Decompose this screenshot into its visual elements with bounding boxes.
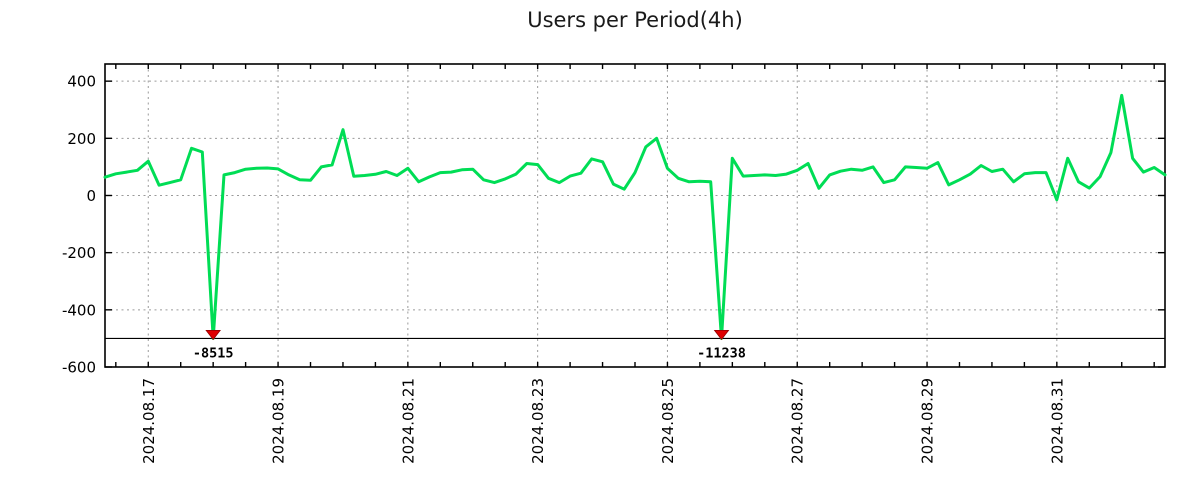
x-tick-label: 2024.08.27 xyxy=(789,378,807,464)
y-tick-label: -400 xyxy=(62,301,96,319)
plot-border xyxy=(104,63,1166,368)
x-tick-label: 2024.08.31 xyxy=(1048,378,1066,464)
dip-value-label: -8515 xyxy=(193,345,234,361)
dip-value-label: -11238 xyxy=(697,345,746,361)
y-tick-label: 0 xyxy=(86,187,96,205)
x-tick-label: 2024.08.21 xyxy=(399,378,417,464)
dip-marker xyxy=(205,330,221,341)
x-tick-label: 2024.08.23 xyxy=(529,378,547,464)
y-tick-label: -200 xyxy=(62,244,96,262)
x-tick-label: 2024.08.25 xyxy=(659,378,677,464)
x-tick-label: 2024.08.19 xyxy=(270,378,288,464)
x-tick-label: 2024.08.17 xyxy=(140,378,158,464)
x-tick-label: 2024.08.29 xyxy=(919,378,937,464)
users-line xyxy=(103,93,1167,340)
dip-marker xyxy=(713,330,730,341)
chart-title: Users per Period(4h) xyxy=(527,8,743,32)
y-tick-label: 400 xyxy=(67,73,96,91)
y-tick-label: 200 xyxy=(67,130,96,148)
y-tick-label: -600 xyxy=(62,359,96,377)
